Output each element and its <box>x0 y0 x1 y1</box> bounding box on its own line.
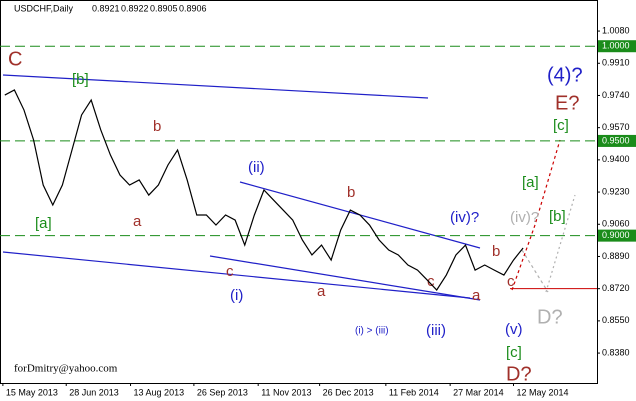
annotation: a <box>317 283 326 300</box>
trendline <box>209 255 481 301</box>
watermark: forDmitry@yahoo.com <box>14 363 118 375</box>
y-tick-label: 0.8550 <box>602 315 630 325</box>
y-tick-label: 0.9570 <box>602 122 630 132</box>
annotation: E? <box>555 92 579 114</box>
projection <box>545 194 576 293</box>
trendline <box>2 74 429 99</box>
trendline <box>2 251 471 299</box>
x-tick-label: 11 Nov 2013 <box>261 387 311 397</box>
y-tick-label: 0.9740 <box>602 90 630 100</box>
x-tick-label: 26 Sep 2013 <box>197 387 248 397</box>
annotation: a <box>472 287 481 304</box>
trendlines <box>2 74 481 301</box>
price-line <box>4 89 524 291</box>
header-value: 0.8921 <box>92 3 120 13</box>
y-tick-label: 0.9060 <box>602 219 630 229</box>
annotation: [c] <box>506 344 522 361</box>
header-value: 0.8906 <box>179 3 207 13</box>
annotation: (iii) <box>426 322 446 339</box>
level-label-bg <box>598 229 636 242</box>
x-tick-label: 15 May 2013 <box>6 387 58 397</box>
annotation: (ii) <box>248 159 265 176</box>
annotation: (4)? <box>547 64 583 86</box>
annotation: D? <box>506 363 532 385</box>
level-label: 0.9500 <box>602 135 630 145</box>
annotation: (i) > (iii) <box>355 326 389 337</box>
annotation: c <box>507 273 515 290</box>
annotation: b <box>347 184 355 201</box>
annotation: [c] <box>553 117 569 134</box>
annotation: (iv)? <box>510 209 539 226</box>
annotations: C [b] b [a] a (ii) b c (i) a c a (iii) (… <box>8 48 583 385</box>
annotation: C <box>8 48 22 70</box>
annotation: [a] <box>35 215 52 232</box>
annotation: (iv)? <box>450 209 479 226</box>
x-tick-label: 26 Dec 2013 <box>323 387 374 397</box>
annotation: c <box>226 263 234 280</box>
annotation: D? <box>537 306 563 328</box>
level-label: 1.0000 <box>602 41 630 51</box>
y-tick-label: 0.8720 <box>602 283 630 293</box>
annotation: (i) <box>230 287 243 304</box>
annotation: b <box>492 243 500 260</box>
y-tick-label: 0.8890 <box>602 251 630 261</box>
annotation: (v) <box>505 321 523 338</box>
annotation: b <box>153 118 161 135</box>
y-tick-label: 0.9230 <box>602 186 630 196</box>
annotation: [b] <box>549 208 566 225</box>
projection <box>521 249 549 293</box>
title: USDCHF,Daily <box>14 3 74 13</box>
projection <box>511 139 561 291</box>
level-label: 0.9000 <box>602 230 630 240</box>
y-tick-label: 0.8380 <box>602 347 630 357</box>
annotation: a <box>133 213 142 230</box>
header-value: 0.8905 <box>150 3 178 13</box>
y-tick-label: 0.9400 <box>602 154 630 164</box>
x-tick-label: 13 Aug 2013 <box>134 387 185 397</box>
header: USDCHF,Daily 0.8921 0.8922 0.8905 0.8906 <box>14 3 207 13</box>
header-value: 0.8922 <box>121 3 149 13</box>
level-label-bg <box>598 40 636 53</box>
annotation: [a] <box>522 174 539 191</box>
projections <box>511 139 576 293</box>
annotation: c <box>427 273 435 290</box>
x-tick-label: 27 Mar 2014 <box>453 387 504 397</box>
x-tick-label: 11 Feb 2014 <box>389 387 439 397</box>
x-tick-label: 12 May 2014 <box>516 387 568 397</box>
y-tick-label: 1.0080 <box>602 25 630 35</box>
annotation: [b] <box>72 71 89 88</box>
y-tick-label: 0.9910 <box>602 58 630 68</box>
level-label-bg <box>598 134 636 147</box>
x-tick-label: 28 Jun 2013 <box>69 387 119 397</box>
